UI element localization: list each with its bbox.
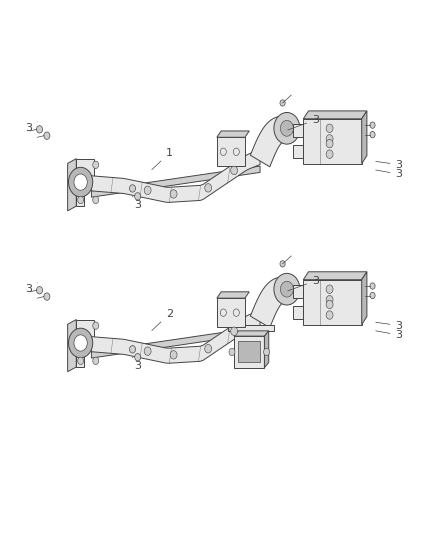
Circle shape (370, 283, 375, 289)
Circle shape (280, 281, 293, 297)
Polygon shape (251, 116, 286, 167)
Text: 1: 1 (152, 148, 173, 169)
Polygon shape (304, 280, 362, 325)
Polygon shape (92, 310, 260, 364)
Polygon shape (362, 111, 367, 164)
Polygon shape (67, 319, 76, 372)
Circle shape (326, 140, 333, 148)
Polygon shape (293, 145, 304, 158)
Circle shape (68, 328, 93, 358)
Polygon shape (293, 124, 304, 138)
Circle shape (68, 167, 93, 197)
Circle shape (36, 287, 42, 294)
Circle shape (144, 186, 151, 195)
Bar (238, 342, 260, 362)
Circle shape (229, 348, 235, 356)
Circle shape (274, 273, 300, 305)
Circle shape (74, 174, 87, 190)
Text: 3: 3 (133, 357, 141, 370)
Circle shape (326, 311, 333, 319)
Polygon shape (293, 306, 304, 319)
Circle shape (134, 353, 141, 361)
Circle shape (74, 335, 87, 351)
Polygon shape (67, 159, 76, 211)
Circle shape (93, 196, 99, 204)
Polygon shape (228, 325, 274, 331)
Text: 3: 3 (133, 196, 141, 210)
Circle shape (78, 357, 84, 365)
Circle shape (326, 285, 333, 293)
Circle shape (36, 126, 42, 133)
Circle shape (370, 132, 375, 138)
Polygon shape (217, 131, 249, 138)
Polygon shape (304, 272, 367, 280)
Text: 3: 3 (288, 276, 319, 291)
Circle shape (78, 196, 84, 204)
Bar (234, 336, 265, 368)
Circle shape (44, 293, 50, 300)
Polygon shape (293, 285, 304, 298)
Circle shape (205, 184, 212, 192)
Circle shape (231, 327, 237, 335)
Circle shape (44, 132, 50, 140)
Circle shape (280, 100, 285, 106)
Circle shape (274, 112, 300, 144)
Circle shape (130, 345, 135, 353)
Circle shape (280, 120, 293, 136)
Circle shape (370, 292, 375, 298)
Circle shape (326, 124, 333, 133)
Polygon shape (92, 149, 260, 203)
Text: 3: 3 (376, 160, 403, 169)
Circle shape (93, 161, 99, 168)
Polygon shape (76, 159, 94, 206)
Polygon shape (76, 319, 94, 367)
Circle shape (370, 122, 375, 128)
Text: 3: 3 (288, 115, 319, 130)
Polygon shape (362, 272, 367, 325)
Circle shape (130, 185, 135, 192)
Polygon shape (217, 298, 245, 327)
Circle shape (205, 344, 212, 353)
Polygon shape (265, 331, 269, 368)
Text: 3: 3 (25, 283, 37, 294)
Text: 3: 3 (376, 320, 403, 330)
Circle shape (326, 300, 333, 309)
Polygon shape (251, 277, 286, 328)
Polygon shape (234, 331, 269, 336)
Circle shape (134, 192, 141, 200)
Polygon shape (92, 166, 260, 197)
Circle shape (93, 322, 99, 329)
Circle shape (280, 261, 285, 267)
Circle shape (144, 347, 151, 356)
Circle shape (326, 150, 333, 158)
Polygon shape (92, 327, 260, 358)
Text: 3: 3 (25, 122, 37, 133)
Circle shape (264, 348, 270, 356)
Polygon shape (304, 111, 367, 119)
Text: 2: 2 (152, 309, 173, 330)
Text: 3: 3 (376, 169, 403, 179)
Polygon shape (217, 292, 249, 298)
Polygon shape (304, 119, 362, 164)
Circle shape (170, 190, 177, 198)
Circle shape (231, 166, 237, 175)
Text: 3: 3 (376, 330, 403, 340)
Circle shape (326, 135, 333, 143)
Circle shape (93, 357, 99, 365)
Polygon shape (217, 138, 245, 166)
Circle shape (326, 295, 333, 304)
Circle shape (170, 351, 177, 359)
